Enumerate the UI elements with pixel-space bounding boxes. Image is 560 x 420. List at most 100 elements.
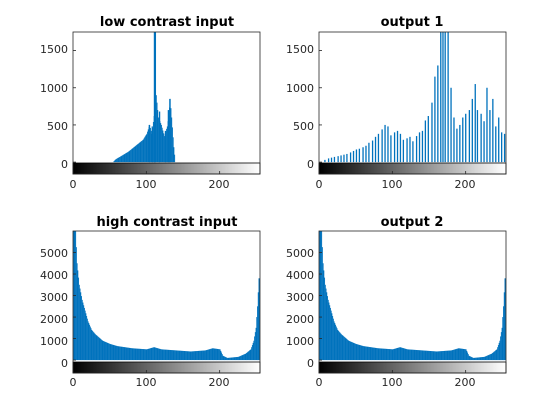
y-tick-label: 1000 <box>40 335 68 348</box>
histogram-spike <box>450 88 451 162</box>
histogram-spike <box>419 132 420 162</box>
histogram-spike <box>453 118 454 163</box>
histogram-spike <box>350 152 351 162</box>
y-tick-label: 5000 <box>40 247 68 260</box>
histogram-spike <box>412 141 413 162</box>
histogram-spike <box>425 120 426 162</box>
histogram-spike <box>165 131 166 162</box>
y-tick-label: 0 <box>307 158 314 171</box>
histogram-spike <box>375 137 376 162</box>
histogram-bars <box>319 231 507 360</box>
histogram-spike <box>440 32 441 162</box>
histogram-spike <box>465 114 466 162</box>
histogram-spike <box>406 138 407 162</box>
histogram-spike <box>168 110 169 162</box>
histogram-spike <box>469 110 470 162</box>
histogram-spike <box>169 99 170 162</box>
y-tick-label: 0 <box>307 357 314 370</box>
histogram-spike <box>337 156 338 162</box>
grayscale-colorbar <box>73 362 260 373</box>
histogram-spike <box>368 143 369 162</box>
histogram-spike <box>437 65 438 162</box>
histogram-spike <box>495 126 496 162</box>
histogram-spike <box>152 126 153 162</box>
histogram-spike <box>381 129 382 162</box>
plot-area <box>73 231 261 373</box>
histogram-spike <box>504 134 505 162</box>
histogram-spike <box>498 118 499 163</box>
histogram-spike <box>442 32 443 162</box>
x-tick-label: 0 <box>316 376 323 389</box>
y-tick-label: 1000 <box>286 82 314 95</box>
histogram-spike <box>501 132 502 162</box>
histogram-spike <box>394 132 395 162</box>
y-tick-label: 4000 <box>40 269 68 282</box>
histogram-spike <box>324 160 325 162</box>
x-tick-label: 0 <box>316 178 323 191</box>
histogram-spike <box>328 158 329 162</box>
histogram-spike <box>445 32 446 162</box>
x-tick-label: 200 <box>455 178 476 191</box>
histogram-spike <box>384 125 385 162</box>
y-tick-label: 2000 <box>286 313 314 326</box>
histogram-spike <box>492 99 493 162</box>
y-tick-label: 1000 <box>40 82 68 95</box>
grayscale-colorbar <box>73 163 260 174</box>
histogram-spike <box>334 157 335 162</box>
histogram-spike <box>356 149 357 162</box>
histogram-spike <box>155 32 156 162</box>
y-tick-label: 500 <box>47 120 68 133</box>
histogram-spike <box>400 134 401 162</box>
x-tick-label: 100 <box>136 178 157 191</box>
histogram-spike <box>422 131 423 162</box>
y-tick-label: 4000 <box>286 269 314 282</box>
x-tick-label: 200 <box>209 376 230 389</box>
histogram-bin <box>174 155 175 162</box>
histogram-spike <box>362 147 363 162</box>
panel-title: output 2 <box>381 215 444 230</box>
histogram-bars <box>324 32 505 162</box>
panel-title: output 1 <box>381 15 444 30</box>
grayscale-colorbar <box>319 163 506 174</box>
histogram-spike <box>462 118 463 163</box>
histogram-spike <box>456 129 457 162</box>
histogram-spike <box>472 99 473 162</box>
histogram-spike <box>372 141 373 163</box>
x-tick-label: 100 <box>136 376 157 389</box>
grayscale-colorbar <box>319 362 506 373</box>
y-tick-label: 3000 <box>286 291 314 304</box>
panel-output-2: output 2 0 100 200 0 1000 2000 3000 4000… <box>286 215 507 389</box>
histogram-spike <box>483 121 484 162</box>
histogram-spike <box>343 155 344 162</box>
y-tick-label: 1500 <box>286 43 314 56</box>
y-tick-label: 1000 <box>286 335 314 348</box>
histogram-spike <box>486 88 487 162</box>
histogram-bars <box>113 32 175 162</box>
panel-low-contrast-input: low contrast input 0 100 200 0 500 1000 … <box>40 15 260 191</box>
histogram-spike <box>431 103 432 162</box>
x-tick-label: 0 <box>70 376 77 389</box>
histogram-spike <box>459 125 460 162</box>
histogram-spike <box>397 131 398 162</box>
plot-area <box>319 231 507 373</box>
x-tick-label: 100 <box>382 178 403 191</box>
histogram-spike <box>346 154 347 162</box>
histogram-bars <box>73 231 261 360</box>
y-tick-label: 500 <box>293 120 314 133</box>
histogram-spike <box>403 140 404 162</box>
histogram-spike <box>409 137 410 162</box>
histogram-spike <box>390 135 391 162</box>
panel-output-1: output 1 0 100 200 0 500 1000 1500 <box>286 15 506 191</box>
y-tick-label: 0 <box>61 158 68 171</box>
x-tick-label: 200 <box>209 178 230 191</box>
histogram-spike <box>416 136 417 162</box>
plot-area <box>319 32 506 174</box>
y-tick-label: 2000 <box>40 313 68 326</box>
histogram-spike <box>340 155 341 162</box>
y-tick-label: 0 <box>61 357 68 370</box>
histogram-spike <box>365 146 366 162</box>
histogram-spike <box>447 32 448 162</box>
histogram-spike <box>428 116 429 162</box>
histogram-spike <box>359 149 360 162</box>
